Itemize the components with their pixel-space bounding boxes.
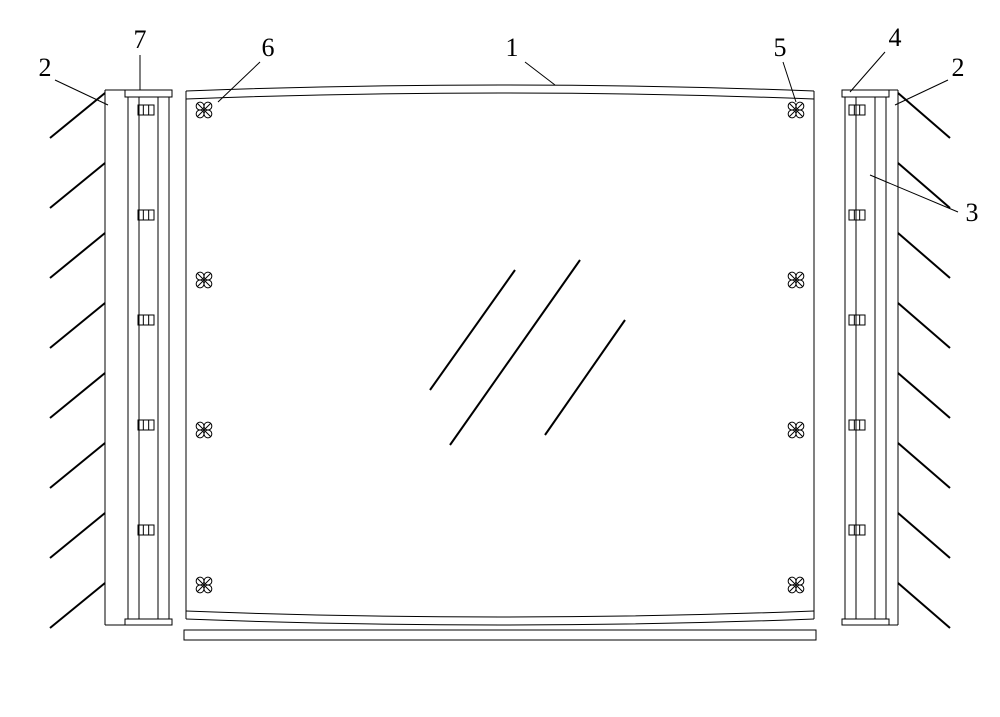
cap-top-right [842, 90, 889, 97]
rail-right-1 [875, 97, 886, 619]
cap-bot-right [842, 619, 889, 625]
fastener-right [788, 577, 804, 593]
reflection-line [450, 260, 580, 445]
glass-top-inner [186, 93, 814, 99]
hatch-left [50, 583, 105, 628]
fastener-left [196, 577, 212, 593]
label-2L: 2 [39, 53, 52, 82]
glass-bottom-inner [186, 611, 814, 617]
rail-gap-right [856, 97, 875, 619]
cap-bot-left [125, 619, 172, 625]
leader-3 [870, 175, 958, 212]
label-7: 7 [134, 25, 147, 54]
hatch-left [50, 373, 105, 418]
rail-left-0 [128, 97, 139, 619]
rail-gap-left [139, 97, 158, 619]
connector-left [138, 525, 154, 535]
glass-top-outer [186, 85, 814, 91]
glass-base [184, 630, 816, 640]
hatch-left [50, 163, 105, 208]
hatch-left [50, 303, 105, 348]
connector-right [849, 105, 865, 115]
hatch-right [898, 583, 950, 628]
hatch-left [50, 443, 105, 488]
connector-left [138, 315, 154, 325]
leader-6 [218, 62, 260, 102]
fastener-right [788, 272, 804, 288]
leader-5 [783, 62, 796, 102]
fastener-left [196, 272, 212, 288]
fastener-right [788, 102, 804, 118]
connector-right [849, 210, 865, 220]
connector-left [138, 105, 154, 115]
connector-left [138, 420, 154, 430]
label-2R: 2 [952, 53, 965, 82]
fastener-left [196, 102, 212, 118]
cap-top-left [125, 90, 172, 97]
label-3: 3 [966, 198, 979, 227]
hatch-left [50, 513, 105, 558]
label-1: 1 [506, 33, 519, 62]
hatch-right [898, 163, 950, 208]
leader-2L [55, 80, 108, 105]
hatch-left [50, 233, 105, 278]
glass-bottom-outer [186, 619, 814, 625]
hatch-right [898, 233, 950, 278]
hatch-right [898, 303, 950, 348]
hatch-right [898, 443, 950, 488]
leader-4 [850, 52, 885, 92]
connector-left [138, 210, 154, 220]
connector-right [849, 420, 865, 430]
label-5: 5 [774, 33, 787, 62]
hatch-right [898, 373, 950, 418]
reflection-line [545, 320, 625, 435]
leader-2R [895, 80, 948, 105]
rail-right-0 [845, 97, 856, 619]
rail-left-1 [158, 97, 169, 619]
connector-right [849, 525, 865, 535]
connector-right [849, 315, 865, 325]
fastener-left [196, 422, 212, 438]
label-6: 6 [262, 33, 275, 62]
label-4: 4 [889, 23, 902, 52]
fastener-right [788, 422, 804, 438]
leader-1 [525, 62, 555, 85]
hatch-right [898, 513, 950, 558]
